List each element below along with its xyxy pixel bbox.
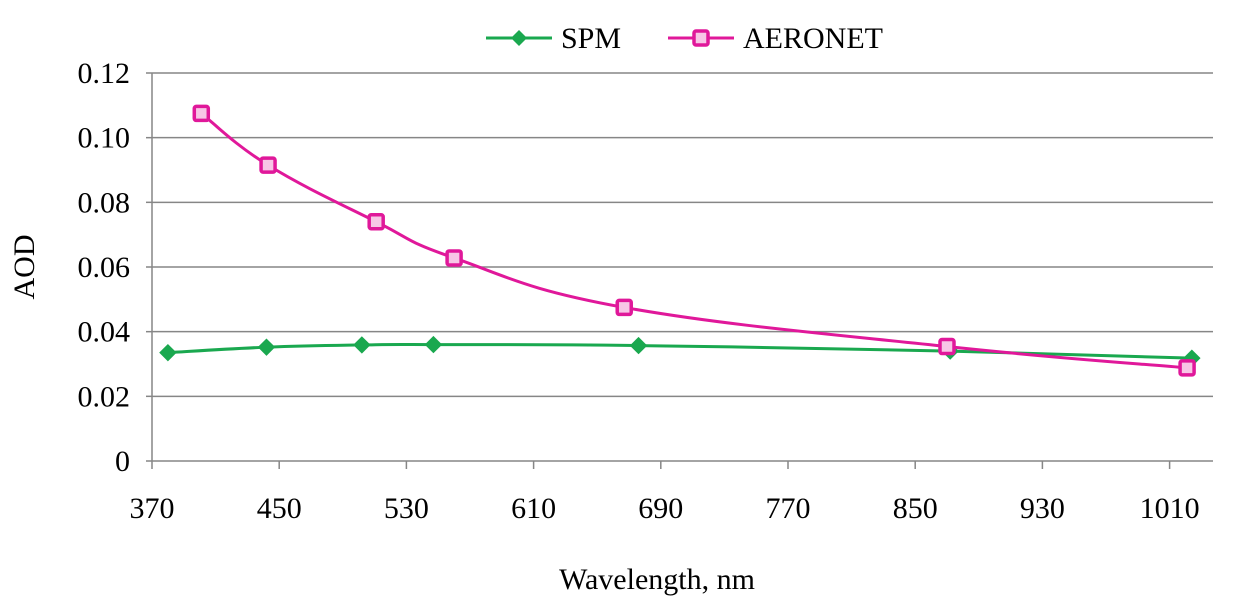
legend: SPM AERONET: [486, 22, 883, 55]
x-tick-label: 610: [511, 492, 556, 525]
x-axis-title: Wavelength, nm: [559, 563, 755, 596]
x-tick-label: 370: [130, 492, 175, 525]
x-tick-label: 930: [1020, 492, 1065, 525]
axes: 0 0.02 0.04 0.06 0.08 0.10 0.12 370 450 530 610 690…: [78, 57, 1213, 525]
legend-spm-label: SPM: [561, 22, 621, 55]
legend-item-spm[interactable]: SPM: [486, 22, 621, 55]
series-spm-point[interactable]: [424, 335, 443, 354]
x-tick-label: 1010: [1140, 492, 1200, 525]
series-layer: [159, 104, 1201, 377]
series-spm-line: [167, 343, 1192, 360]
legend-item-aeronet[interactable]: AERONET: [668, 22, 883, 55]
legend-aeronet-label: AERONET: [743, 22, 883, 55]
y-tick-label: 0: [115, 445, 130, 478]
series-spm-point[interactable]: [629, 336, 648, 355]
series-aeronet-line: [200, 112, 1188, 370]
legend-spm-marker: [511, 30, 527, 46]
y-axis-title: AOD: [8, 235, 41, 300]
x-tick-label: 770: [766, 492, 811, 525]
x-tick-label: 530: [384, 492, 429, 525]
series-aeronet-point[interactable]: [367, 212, 385, 231]
series-spm-point[interactable]: [257, 338, 276, 356]
series-aeronet-point[interactable]: [615, 298, 633, 317]
series-spm: [159, 335, 1201, 367]
y-tick-label: 0.06: [78, 251, 131, 284]
y-tick-label: 0.08: [78, 186, 131, 219]
series-aeronet: [192, 104, 1196, 377]
y-tick-label: 0.10: [78, 122, 131, 155]
series-aeronet-point[interactable]: [259, 156, 277, 174]
y-tick-label: 0.02: [78, 380, 131, 413]
x-tick-label: 850: [893, 492, 938, 525]
series-aeronet-point[interactable]: [445, 249, 463, 267]
series-aeronet-point[interactable]: [192, 104, 211, 123]
grid: [152, 72, 1213, 398]
series-spm-point[interactable]: [159, 343, 177, 362]
y-tick-label: 0.04: [78, 316, 131, 349]
x-tick-label: 450: [257, 492, 302, 525]
series-aeronet-point[interactable]: [938, 337, 956, 356]
x-tick-label: 690: [638, 492, 683, 525]
series-spm-point[interactable]: [353, 336, 371, 354]
y-tick-label: 0.12: [78, 57, 131, 90]
legend-aeronet-marker: [692, 29, 710, 47]
series-aeronet-point[interactable]: [1178, 359, 1196, 377]
